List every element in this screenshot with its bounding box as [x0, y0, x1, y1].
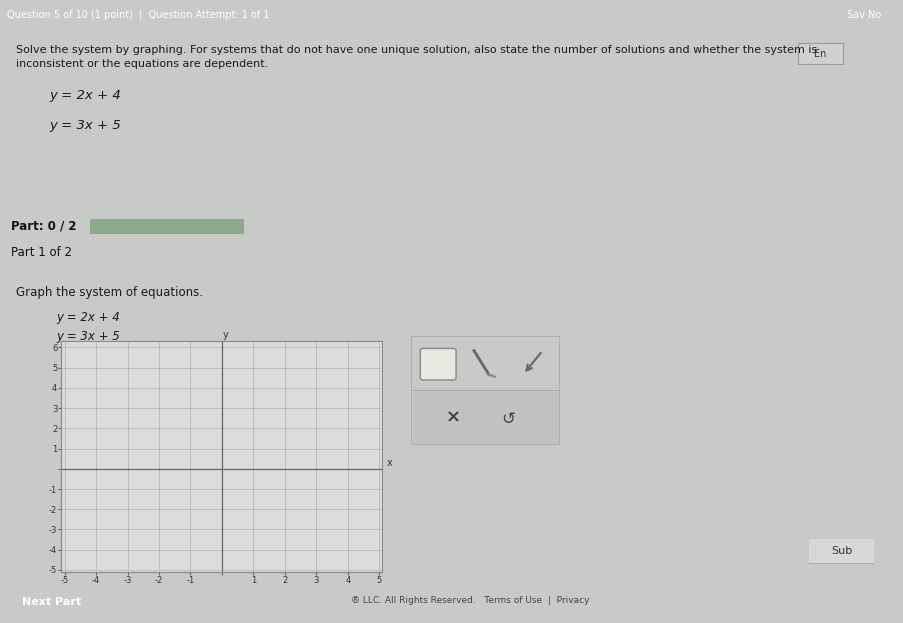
Text: y = 3x + 5: y = 3x + 5: [50, 119, 121, 132]
Text: Sav No: Sav No: [846, 10, 880, 20]
Text: En: En: [814, 49, 825, 59]
FancyBboxPatch shape: [420, 348, 456, 380]
Text: Part: 0 / 2: Part: 0 / 2: [11, 220, 76, 232]
Text: Part 1 of 2: Part 1 of 2: [11, 246, 71, 259]
Text: y = 3x + 5: y = 3x + 5: [56, 330, 120, 343]
Text: Solve the system by graphing. For systems that do not have one unique solution, : Solve the system by graphing. For system…: [16, 45, 816, 55]
Text: Next Part: Next Part: [23, 597, 81, 607]
Text: Sub: Sub: [830, 546, 852, 556]
Bar: [413, 339, 558, 389]
Text: x: x: [386, 458, 393, 468]
Text: Graph the system of equations.: Graph the system of equations.: [16, 286, 203, 299]
Text: ×: ×: [445, 408, 461, 426]
Text: y: y: [222, 330, 228, 340]
Text: y = 2x + 4: y = 2x + 4: [56, 311, 120, 324]
Bar: [90, 219, 244, 234]
Text: Question 5 of 10 (1 point)  |  Question Attempt: 1 of 1: Question 5 of 10 (1 point) | Question At…: [7, 10, 269, 20]
Text: ↺: ↺: [501, 411, 515, 428]
Text: inconsistent or the equations are dependent.: inconsistent or the equations are depend…: [16, 59, 268, 69]
FancyBboxPatch shape: [797, 43, 842, 64]
Bar: [413, 392, 558, 444]
Text: ® LLC. All Rights Reserved.   Terms of Use  |  Privacy: ® LLC. All Rights Reserved. Terms of Use…: [350, 596, 589, 606]
FancyBboxPatch shape: [805, 538, 876, 564]
Text: y = 2x + 4: y = 2x + 4: [50, 88, 121, 102]
